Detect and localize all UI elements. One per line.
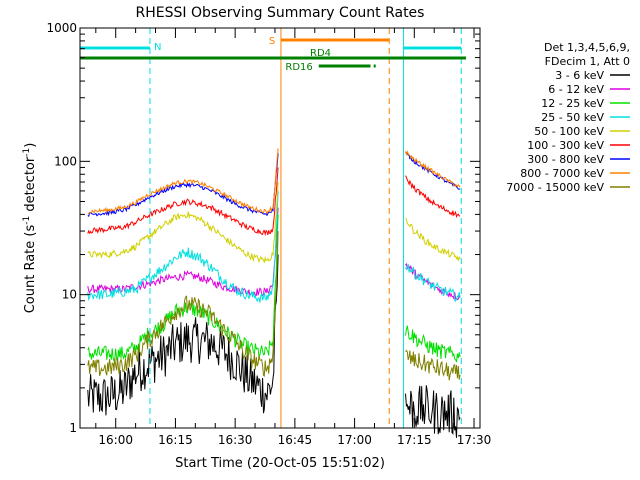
chart-title: RHESSI Observing Summary Count Rates [136, 5, 425, 21]
flag-label-rd4: RD4 [310, 48, 331, 59]
plot-frame [79, 27, 481, 429]
x-tick-label-1: 16:00 [98, 433, 133, 447]
series-line-8-segment-2 [405, 150, 461, 188]
x-tick-label-6: 17:15 [397, 433, 432, 447]
y-axis-label-sup1: -1 [22, 216, 32, 225]
legend-label-9: 7000 - 15000 keV [506, 181, 604, 194]
axis-layer: 16:00 16:15 16:30 16:45 17:00 17:15 17:30 1 10 10… [46, 21, 491, 447]
y-tick-label-2: 10 [62, 288, 77, 302]
y-axis-label-main: Count Rate (s [23, 225, 38, 314]
y-tick-label-3: 100 [54, 154, 77, 168]
y-axis-label: Count Rate (s-1 detector-1) [22, 143, 38, 314]
x-tick-label-5: 17:00 [337, 433, 372, 447]
legend-label-4: 25 - 50 keV [541, 111, 604, 124]
series-layer [87, 148, 461, 438]
legend-label-7: 300 - 800 keV [527, 153, 604, 166]
series-line-8 [87, 148, 279, 215]
vline-layer [149, 28, 462, 428]
series-line-9-segment-2 [405, 349, 461, 381]
legend-label-1: 3 - 6 keV [555, 69, 604, 82]
flag-label-rd16: RD16 [285, 62, 312, 73]
series-line-5 [87, 181, 279, 264]
y-axis-label-sup2: -1 [22, 148, 32, 157]
legend-label-2: 6 - 12 keV [548, 83, 604, 96]
x-tick-label-2: 16:15 [158, 433, 193, 447]
series-line-6-segment-2 [405, 175, 461, 219]
series-line-3-segment-2 [405, 325, 461, 363]
y-tick-label-4: 1000 [46, 21, 77, 35]
series-line-1-segment-2 [405, 385, 461, 438]
x-tick-label-3: 16:30 [218, 433, 253, 447]
legend-label-5: 50 - 100 keV [534, 125, 604, 138]
series-line-9 [87, 231, 279, 377]
legend: Det 1,3,4,5,6,9, FDecim 1, Att 0 3 - 6 k… [506, 41, 630, 194]
legend-label-6: 100 - 300 keV [527, 139, 604, 152]
legend-label-8: 800 - 7000 keV [520, 167, 604, 180]
flag-layer: N S RD4 RD16 [79, 36, 467, 73]
x-tick-label-7: 17:30 [457, 433, 492, 447]
series-line-4 [87, 190, 279, 303]
series-line-6 [87, 167, 279, 237]
series-line-3 [87, 214, 279, 362]
series-line-5-segment-2 [405, 217, 461, 261]
legend-header-line-2: FDecim 1, Att 0 [545, 55, 630, 68]
y-tick-label-1: 1 [69, 421, 77, 435]
flag-label-n: N [154, 42, 161, 53]
x-tick-label-4: 16:45 [278, 433, 313, 447]
legend-header-line-1: Det 1,3,4,5,6,9, [544, 41, 630, 54]
x-axis-label: Start Time (20-Oct-05 15:51:02) [175, 456, 385, 471]
y-axis-label-mid: detector [23, 156, 38, 216]
flag-label-s: S [269, 36, 275, 47]
legend-label-3: 12 - 25 keV [541, 97, 604, 110]
series-line-4-segment-2 [405, 263, 461, 303]
y-axis-label-end: ) [23, 143, 38, 148]
